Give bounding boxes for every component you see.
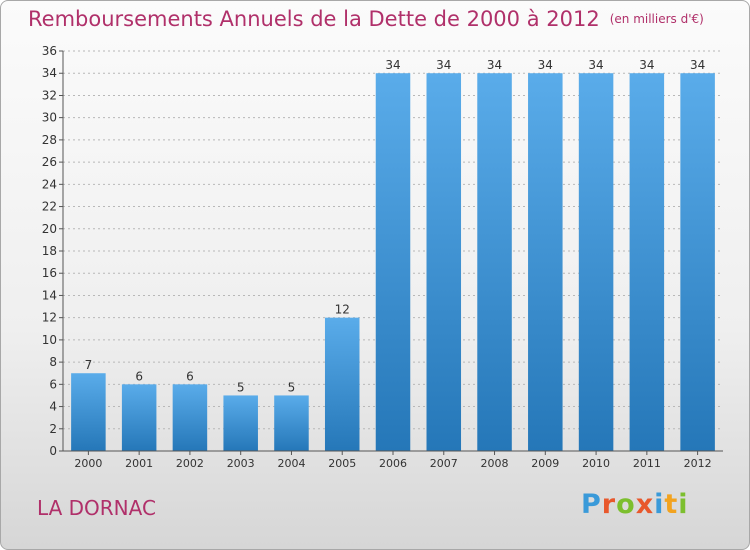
bar-2011 — [629, 73, 665, 451]
chart-unit: (en milliers d'€) — [609, 12, 704, 26]
bar-2003 — [223, 395, 258, 451]
bar-value-label: 34 — [639, 58, 654, 72]
y-tick-label: 34 — [42, 66, 57, 80]
bar-2001 — [121, 384, 157, 451]
y-tick-label: 36 — [42, 44, 57, 58]
x-tick-label: 2001 — [125, 457, 153, 470]
y-tick-label: 26 — [42, 155, 57, 169]
y-tick-label: 22 — [42, 200, 57, 214]
bars-layer: 7 6 6 5 5 12 34 34 34 34 34 34 34 — [71, 58, 715, 451]
logo-letter: t — [664, 489, 679, 520]
y-tick-label: 8 — [49, 355, 57, 369]
y-tick-label: 28 — [42, 133, 57, 147]
chart-title: Remboursements Annuels de la Dette de 20… — [28, 7, 704, 31]
bar-value-label: 5 — [288, 380, 296, 394]
y-tick-label: 4 — [49, 400, 57, 414]
proxiti-logo: Proxiti — [581, 489, 689, 520]
logo-letter: r — [601, 489, 617, 520]
logo-letter: o — [616, 489, 636, 520]
x-tick-label: 2000 — [74, 457, 102, 470]
chart-title-text: Remboursements Annuels de la Dette de 20… — [28, 7, 600, 31]
bar-value-label: 34 — [487, 58, 502, 72]
y-tick-label: 2 — [49, 422, 57, 436]
y-tick-label: 0 — [49, 444, 57, 458]
bar-2012 — [680, 73, 715, 451]
bar-2007 — [426, 73, 462, 451]
y-tick-label: 20 — [42, 222, 57, 236]
bar-2000 — [71, 373, 106, 451]
bar-value-label: 34 — [690, 58, 705, 72]
bar-value-label: 5 — [237, 380, 245, 394]
bar-value-label: 7 — [85, 358, 93, 372]
commune-name: LA DORNAC — [37, 496, 156, 520]
x-tick-label: 2002 — [176, 457, 204, 470]
bar-value-label: 34 — [588, 58, 603, 72]
bar-2010 — [578, 73, 614, 451]
logo-letter: i — [678, 489, 689, 520]
x-tick-label: 2012 — [684, 457, 712, 470]
bar-2008 — [477, 73, 512, 451]
y-tick-label: 10 — [42, 333, 57, 347]
bar-value-label: 34 — [538, 58, 553, 72]
x-tick-label: 2009 — [531, 457, 559, 470]
x-tick-label: 2005 — [328, 457, 356, 470]
bar-value-label: 6 — [186, 369, 194, 383]
x-tick-label: 2011 — [633, 457, 661, 470]
x-tick-label: 2004 — [277, 457, 305, 470]
bar-value-label: 6 — [135, 369, 143, 383]
logo-letter: P — [581, 489, 602, 520]
x-tick-label: 2010 — [582, 457, 610, 470]
x-tick-label: 2007 — [430, 457, 458, 470]
bar-2006 — [375, 73, 411, 451]
y-tick-label: 16 — [42, 266, 57, 280]
x-tick-label: 2006 — [379, 457, 407, 470]
bar-2002 — [172, 384, 208, 451]
x-tick-label: 2003 — [227, 457, 255, 470]
y-tick-label: 6 — [49, 377, 57, 391]
bar-value-label: 34 — [436, 58, 451, 72]
y-tick-label: 24 — [42, 177, 57, 191]
y-tick-label: 12 — [42, 311, 57, 325]
logo-letter: x — [635, 489, 655, 520]
bar-value-label: 34 — [385, 58, 400, 72]
bar-2005 — [324, 317, 360, 451]
y-tick-label: 18 — [42, 244, 57, 258]
y-tick-label: 14 — [42, 288, 57, 302]
logo-letter: i — [654, 489, 665, 520]
bar-2004 — [274, 395, 309, 451]
y-tick-label: 32 — [42, 88, 57, 102]
x-tick-label: 2008 — [481, 457, 509, 470]
y-tick-label: 30 — [42, 111, 57, 125]
bar-2009 — [528, 73, 563, 451]
bar-value-label: 12 — [335, 303, 350, 317]
